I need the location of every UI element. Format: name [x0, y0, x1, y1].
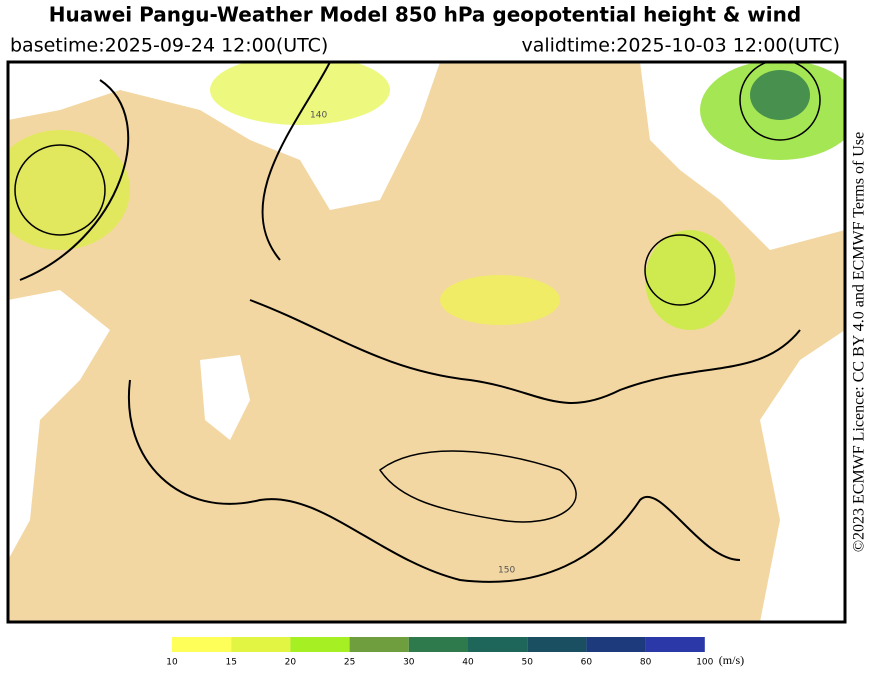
- colorbar-tick-label: 80: [640, 658, 652, 668]
- wind-area: [210, 62, 390, 125]
- contour-label: 140: [310, 111, 327, 121]
- colorbar-segment: [468, 637, 528, 652]
- wind-area: [750, 70, 810, 120]
- contour: [644, 234, 716, 306]
- licence: ©2023 ECMWF Licence: CC BY 4.0 and ECMWF…: [851, 132, 868, 552]
- colorbar-segment: [645, 637, 705, 652]
- colorbar-segment: [349, 637, 409, 652]
- colorbar-segment: [408, 637, 468, 652]
- wind-area: [8, 130, 130, 250]
- validtime: validtime:2025-10-03 12:00(UTC): [521, 35, 840, 57]
- colorbar-tick-label: 15: [225, 658, 236, 668]
- colorbar-tick-label: 100: [696, 658, 713, 668]
- colorbar-tick-label: 40: [462, 658, 474, 668]
- contour: [14, 144, 106, 236]
- basetime: basetime:2025-09-24 12:00(UTC): [10, 35, 328, 57]
- contour: [378, 450, 577, 523]
- colorbar-segment: [290, 637, 350, 652]
- colorbar-tick-label: 60: [581, 658, 593, 668]
- ocean: [760, 330, 845, 622]
- sea: [200, 355, 250, 440]
- contour: [19, 62, 801, 404]
- colorbar-tick-label: 10: [166, 658, 178, 668]
- title: Huawei Pangu-Weather Model 850 hPa geopo…: [49, 3, 801, 27]
- colorbar: 10 15 20 25 30 40 50 60 80 100 (m/s): [166, 637, 744, 668]
- contour: [127, 379, 741, 583]
- colorbar-tick-label: 50: [521, 658, 533, 668]
- contour-label: 150: [498, 566, 515, 576]
- colorbar-tick-label: 20: [285, 658, 297, 668]
- colorbar-tick-label: 30: [403, 658, 415, 668]
- wind-area: [645, 230, 735, 330]
- colorbar-segment: [172, 637, 232, 652]
- colorbar-unit: (m/s): [719, 653, 744, 667]
- colorbar-segment: [527, 637, 587, 652]
- contour: [739, 62, 821, 141]
- wind-area: [440, 275, 560, 325]
- colorbar-segment: [231, 637, 291, 652]
- colorbar-segment: [586, 637, 646, 652]
- map-frame: [6, 60, 847, 624]
- colorbar-tick-label: 25: [344, 658, 355, 668]
- map: 140 150: [6, 60, 847, 624]
- ocean: [8, 290, 110, 560]
